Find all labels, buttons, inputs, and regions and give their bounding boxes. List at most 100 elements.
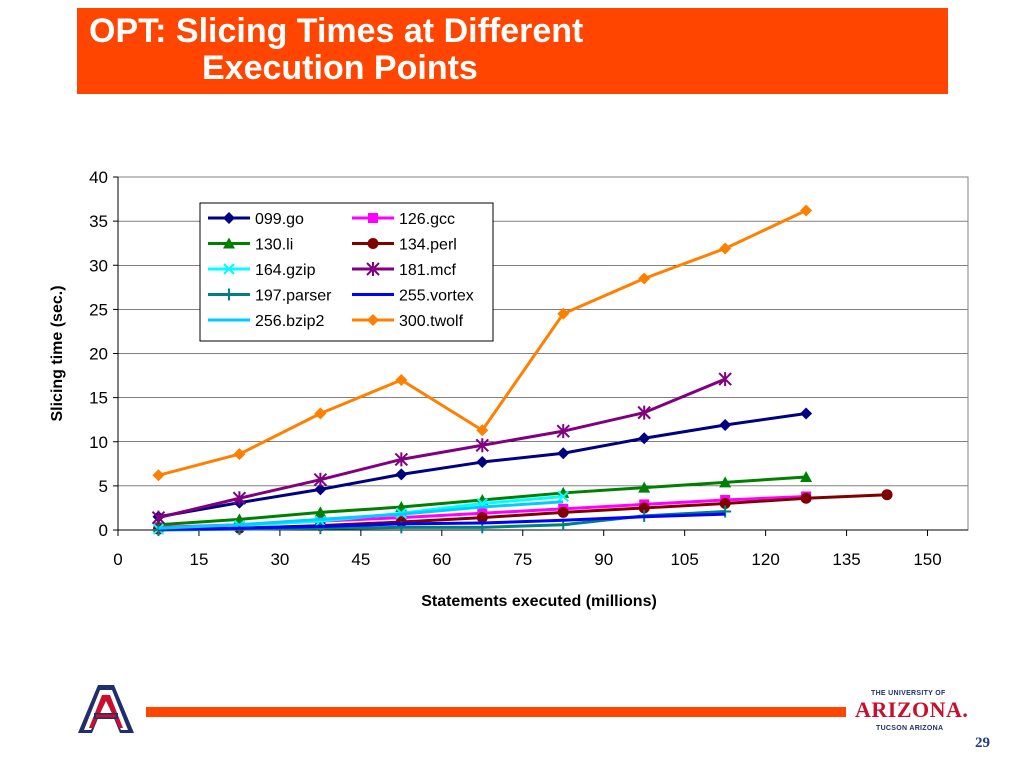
data-point [718,372,732,387]
legend-swatch-marker [223,263,235,275]
data-point [476,456,489,469]
university-small-text-top: THE UNIVERSITY OF [871,690,946,697]
legend-entry: 126.gcc [352,211,455,228]
y-tick-label: 40 [89,168,108,187]
data-point [557,490,569,503]
x-tick-label: 105 [670,550,698,569]
university-name: ARIZONA. [855,697,969,722]
series-line [158,512,726,531]
legend-swatch-marker [223,288,235,301]
y-tick-label: 15 [89,389,108,408]
page-number: 29 [975,735,990,751]
data-point [395,373,408,386]
data-point [881,489,893,501]
data-point [314,522,327,535]
y-tick-label: 20 [89,345,108,364]
x-tick-label: 135 [832,550,860,569]
legend-label: 099.go [255,211,304,228]
data-point [557,486,570,498]
data-point [233,448,246,461]
data-point [638,481,651,493]
data-point [800,407,813,420]
y-tick-label: 25 [89,300,108,319]
data-point [314,483,327,496]
legend-label: 126.gcc [399,211,455,228]
slide-title-line-2: Execution Points [202,49,478,87]
footer-bar [146,707,846,717]
data-point [719,476,732,488]
legend-label: 130.li [255,237,293,254]
university-a-logo-icon [78,685,134,733]
data-point [476,424,489,437]
data-point [475,438,489,453]
y-axis-title: Slicing time (sec.) [49,285,66,421]
data-point [638,502,650,514]
legend-entry: 181.mcf [352,262,456,279]
series-line [158,377,726,520]
x-axis-title: Statements executed (millions) [421,593,657,610]
legend-label: 134.perl [399,237,457,254]
y-tick-label: 0 [99,521,108,540]
legend-entry: 164.gzip [208,262,316,279]
series-099-go [152,407,813,523]
legend-label: 164.gzip [255,262,316,279]
data-point [638,432,651,445]
legend-entry: 300.twolf [352,313,464,330]
x-tick-label: 150 [913,550,941,569]
series-300-twolf [152,204,813,482]
data-point [151,510,166,525]
series-255-vortex [158,512,726,531]
x-tick-label: 30 [270,550,289,569]
data-point [638,272,651,285]
data-point [719,418,732,431]
data-point [556,424,570,439]
data-point [637,405,651,420]
legend-entry: 255.vortex [352,288,474,305]
data-point [394,452,409,467]
data-point [232,491,247,506]
legend-label: 255.vortex [399,288,474,305]
legend-swatch-marker [367,238,379,249]
legend-swatch-marker [367,314,379,326]
data-point [800,471,813,483]
legend-label: 300.twolf [399,313,464,330]
legend-label: 197.parser [255,288,332,305]
data-point [314,407,327,420]
legend-swatch-marker [368,213,378,223]
legend-box [199,202,494,342]
x-tick-label: 60 [432,550,451,569]
data-point [395,468,408,481]
data-point [313,472,328,487]
data-point [557,447,570,460]
legend-label: 181.mcf [399,262,456,279]
legend-entry: 197.parser [208,288,332,305]
legend-entry: 134.perl [352,237,457,254]
x-tick-label: 90 [594,550,613,569]
data-point [800,204,813,217]
data-point [152,469,165,482]
x-tick-label: 45 [351,550,370,569]
y-tick-label: 35 [89,212,108,231]
data-point [557,506,569,518]
y-tick-label: 10 [89,433,108,452]
legend-entry: 099.go [208,211,304,228]
x-tick-label: 120 [751,550,779,569]
data-point [719,498,731,510]
y-tick-label: 5 [99,477,108,496]
slide-title-line-1: OPT: Slicing Times at Different [89,12,584,50]
data-point [314,506,327,518]
x-tick-label: 0 [113,550,122,569]
data-point [719,242,732,255]
legend-label: 256.bzip2 [255,313,324,330]
series-line [158,500,564,530]
title-bar: OPT: Slicing Times at Different Executio… [77,8,948,94]
legend-entry: 130.li [208,237,293,254]
university-small-text-bottom: TUCSON ARIZONA [876,725,944,732]
data-point [800,492,812,504]
data-point [476,512,488,524]
x-tick-label: 75 [513,550,532,569]
legend-swatch-marker [223,237,235,249]
legend-entry: 256.bzip2 [208,313,324,330]
data-point [557,307,570,320]
